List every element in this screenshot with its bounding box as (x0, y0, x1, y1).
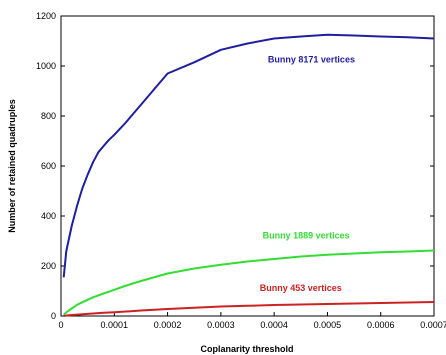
y-tick-label: 200 (41, 261, 56, 271)
y-tick-label: 600 (41, 161, 56, 171)
y-tick-label: 1000 (36, 61, 56, 71)
x-tick-label: 0.0004 (260, 320, 288, 330)
x-tick-label: 0.0006 (367, 320, 395, 330)
series-lines (62, 33, 435, 317)
y-tick-label: 0 (51, 311, 56, 321)
series-labels: Bunny 8171 vertices Bunny 1889 vertices Bu… (260, 54, 355, 293)
x-tick-label: 0.0003 (207, 320, 235, 330)
series-line-0 (62, 33, 435, 278)
x-axis-title: Coplanarity threshold (200, 344, 293, 354)
plot-area (60, 15, 435, 317)
series-label-0: Bunny 8171 vertices (268, 54, 355, 64)
y-tick-label: 400 (41, 211, 56, 221)
x-tick-label: 0.0005 (314, 320, 342, 330)
y-axis-ticks: 0 200 400 600 800 1000 1200 (36, 11, 434, 321)
series-line-1 (63, 249, 435, 316)
x-axis-ticks: 0 0.0001 0.0002 0.0003 0.0004 0.0005 0.0006 0.0… (58, 312, 446, 330)
y-axis-title: Number of retained quadruples (7, 99, 17, 233)
series-label-1: Bunny 1889 vertices (263, 231, 350, 241)
y-tick-label: 800 (41, 111, 56, 121)
x-tick-label: 0.0007 (420, 320, 446, 330)
x-tick-label: 0.0001 (101, 320, 129, 330)
x-tick-label: 0 (58, 320, 63, 330)
y-tick-label: 1200 (36, 11, 56, 21)
series-label-2: Bunny 453 vertices (260, 283, 342, 293)
x-tick-label: 0.0002 (154, 320, 182, 330)
series-line-2 (63, 301, 435, 317)
